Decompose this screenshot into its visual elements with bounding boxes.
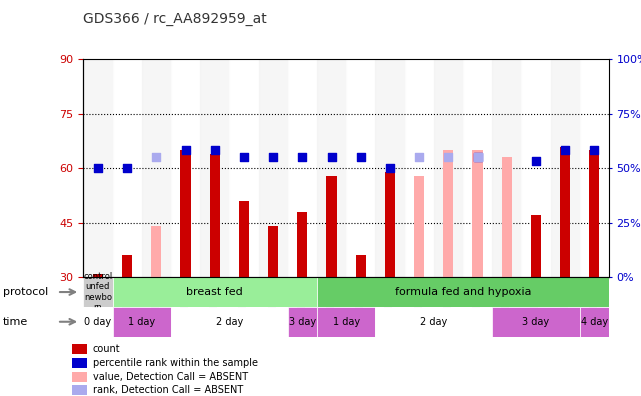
Text: 3 day: 3 day (522, 317, 549, 327)
Text: 3 day: 3 day (289, 317, 316, 327)
Bar (356, 255, 366, 277)
Bar (463, 59, 492, 277)
Text: rank, Detection Call = ABSENT: rank, Detection Call = ABSENT (93, 385, 243, 396)
Bar (376, 59, 404, 277)
Bar (472, 150, 483, 277)
Bar (72, 385, 87, 396)
Bar (72, 344, 87, 354)
Bar (317, 59, 346, 277)
Bar (122, 255, 132, 277)
Point (472, 154, 483, 160)
Point (443, 154, 453, 160)
Bar (551, 59, 579, 277)
Point (414, 154, 424, 160)
Bar (113, 307, 171, 337)
Bar (268, 227, 278, 277)
Bar (414, 175, 424, 277)
Point (326, 154, 337, 160)
Point (180, 147, 190, 153)
Bar (151, 227, 162, 277)
Point (385, 165, 395, 171)
Bar (258, 59, 288, 277)
Text: breast fed: breast fed (187, 287, 243, 297)
Text: 0 day: 0 day (85, 317, 112, 327)
Text: 2 day: 2 day (216, 317, 243, 327)
Bar (288, 59, 317, 277)
Bar (200, 59, 229, 277)
Bar (113, 277, 317, 307)
Bar (579, 59, 609, 277)
Point (531, 158, 541, 164)
Bar (443, 150, 453, 277)
Bar (180, 150, 190, 277)
Point (356, 154, 366, 160)
Bar (229, 59, 258, 277)
Point (239, 154, 249, 160)
Bar (560, 147, 570, 277)
Bar (317, 307, 376, 337)
Text: 4 day: 4 day (581, 317, 608, 327)
Point (122, 165, 132, 171)
Bar (288, 307, 317, 337)
Bar (434, 59, 463, 277)
Bar (210, 154, 220, 277)
Bar (376, 307, 492, 337)
Point (268, 154, 278, 160)
Bar (171, 59, 200, 277)
Bar (113, 59, 142, 277)
Point (589, 147, 599, 153)
Bar (502, 157, 512, 277)
Point (560, 147, 570, 153)
Bar (326, 175, 337, 277)
Bar (492, 59, 521, 277)
Text: 1 day: 1 day (333, 317, 360, 327)
Text: formula fed and hypoxia: formula fed and hypoxia (395, 287, 531, 297)
Bar (579, 307, 609, 337)
Bar (492, 307, 579, 337)
Bar (72, 358, 87, 368)
Bar (404, 59, 434, 277)
Text: count: count (93, 344, 121, 354)
Bar (171, 307, 288, 337)
Bar (239, 201, 249, 277)
Bar (317, 277, 609, 307)
Bar (83, 307, 113, 337)
Bar (589, 150, 599, 277)
Bar (142, 59, 171, 277)
Text: control
unfed
newbo
rn: control unfed newbo rn (83, 272, 113, 312)
Text: protocol: protocol (3, 287, 49, 297)
Text: 1 day: 1 day (128, 317, 155, 327)
Bar (521, 59, 551, 277)
Text: GDS366 / rc_AA892959_at: GDS366 / rc_AA892959_at (83, 12, 267, 26)
Bar (472, 150, 483, 277)
Point (472, 154, 483, 160)
Text: percentile rank within the sample: percentile rank within the sample (93, 358, 258, 368)
Bar (83, 277, 113, 307)
Bar (297, 212, 308, 277)
Bar (385, 172, 395, 277)
Point (93, 165, 103, 171)
Text: time: time (3, 317, 28, 327)
Point (210, 147, 220, 153)
Bar (83, 59, 113, 277)
Bar (531, 215, 541, 277)
Bar (93, 274, 103, 277)
Text: value, Detection Call = ABSENT: value, Detection Call = ABSENT (93, 371, 248, 382)
Point (297, 154, 308, 160)
Bar (346, 59, 376, 277)
Point (151, 154, 162, 160)
Bar (72, 371, 87, 382)
Text: 2 day: 2 day (420, 317, 447, 327)
